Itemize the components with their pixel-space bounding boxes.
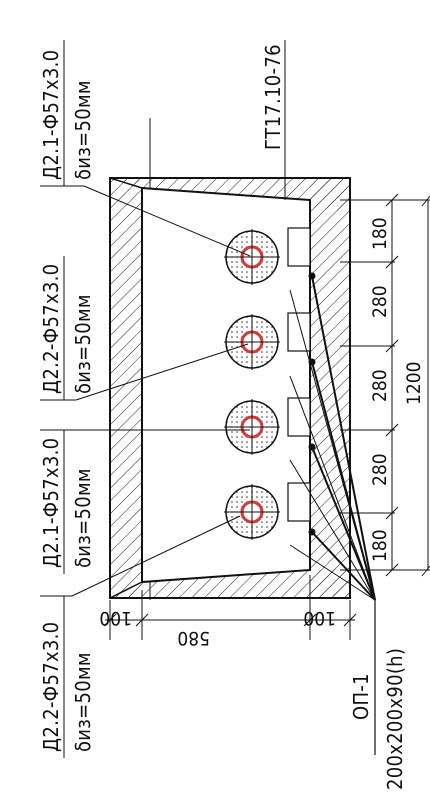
dimension-value: 280 — [369, 369, 391, 402]
support-block — [287, 227, 311, 267]
pipe-designation: Д2.2-Ф57х3.0 — [39, 264, 63, 394]
support-block — [287, 397, 311, 437]
pipe — [224, 314, 280, 370]
pipe-labels: Д2.1-Ф57х3.0 δиз=50мм Д2.2-Ф57х3.0 δиз=5… — [39, 40, 95, 758]
pipe — [224, 229, 280, 285]
dimension-value: 280 — [369, 453, 391, 486]
pipe-leaders — [40, 185, 251, 597]
width-value: 580 — [177, 627, 210, 649]
support-block — [287, 312, 311, 352]
dimension-chain — [340, 193, 430, 577]
pipe-designation: Д2.1-Ф57х3.0 — [39, 438, 63, 568]
spacing-dimensions: 180 280 280 280 180 1200 — [369, 217, 425, 562]
dimension-value: 180 — [369, 529, 391, 562]
support-block — [287, 482, 311, 522]
dimension-value: 180 — [369, 217, 391, 250]
pipe-insulation: δиз=50мм — [71, 652, 95, 752]
drawing-code: ГТ17.10-76 — [261, 44, 285, 150]
wall-left-value: 100 — [99, 607, 132, 629]
total-length: 1200 — [403, 362, 425, 406]
support-leaders — [289, 272, 376, 755]
pipe-designation: Д2.2-Ф57х3.0 — [39, 622, 63, 752]
wall-right-value: 100 — [303, 607, 336, 629]
pipe-designation: Д2.1-Ф57х3.0 — [39, 50, 63, 180]
support-size: 200x200x90(h) — [383, 648, 407, 790]
pipe-insulation: δиз=50мм — [71, 468, 95, 568]
pipe-insulation: δиз=50мм — [71, 294, 95, 394]
width-dimension — [103, 575, 357, 640]
supports — [287, 227, 311, 522]
pipe-insulation: δиз=50мм — [71, 80, 95, 180]
pipes — [224, 229, 280, 540]
dimension-value: 280 — [369, 285, 391, 318]
support-label: ОП-1 — [349, 673, 373, 720]
pipe — [224, 484, 280, 540]
pipe — [224, 399, 280, 455]
